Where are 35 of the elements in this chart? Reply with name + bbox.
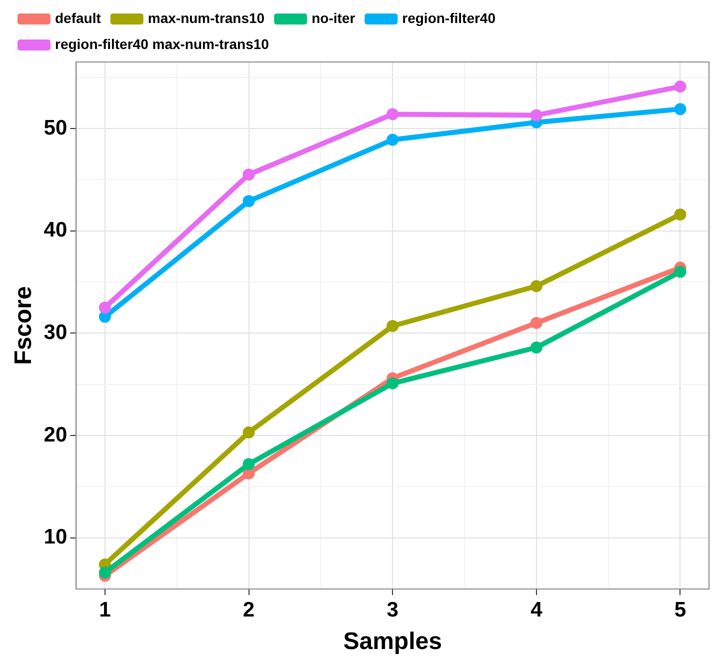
point — [530, 342, 542, 354]
y-tick-label: 30 — [44, 320, 68, 344]
legend-label: region-filter40 — [402, 10, 496, 26]
y-tick-label: 10 — [44, 526, 68, 549]
x-tick-label: 3 — [386, 598, 398, 622]
y-tick-label: 40 — [44, 218, 68, 242]
point — [386, 377, 399, 390]
point — [386, 108, 399, 120]
point — [530, 109, 542, 122]
legend-label: default — [55, 10, 102, 26]
y-tick-label: 50 — [44, 116, 68, 140]
x-tick-label: 1 — [99, 598, 112, 622]
x-tick-label: 2 — [242, 598, 255, 622]
point — [386, 134, 399, 146]
point — [98, 302, 111, 314]
legend-label: region-filter40 max-num-trans10 — [55, 36, 270, 52]
x-tick-label: 4 — [530, 598, 543, 622]
point — [674, 266, 686, 278]
x-axis-title: Samples — [343, 628, 442, 656]
point — [674, 208, 686, 220]
point — [242, 168, 255, 181]
point — [242, 195, 255, 208]
legend-label: no-iter — [312, 10, 356, 26]
y-axis-title: Fscore — [10, 286, 38, 365]
legend-label: max-num-trans10 — [148, 10, 265, 26]
point — [674, 80, 686, 93]
point — [674, 103, 686, 116]
point — [386, 320, 399, 332]
point — [98, 566, 111, 579]
x-tick-label: 5 — [674, 598, 686, 622]
y-tick-label: 20 — [44, 423, 68, 446]
point — [530, 280, 542, 292]
point — [530, 316, 542, 329]
point — [242, 426, 255, 438]
point — [242, 458, 255, 470]
